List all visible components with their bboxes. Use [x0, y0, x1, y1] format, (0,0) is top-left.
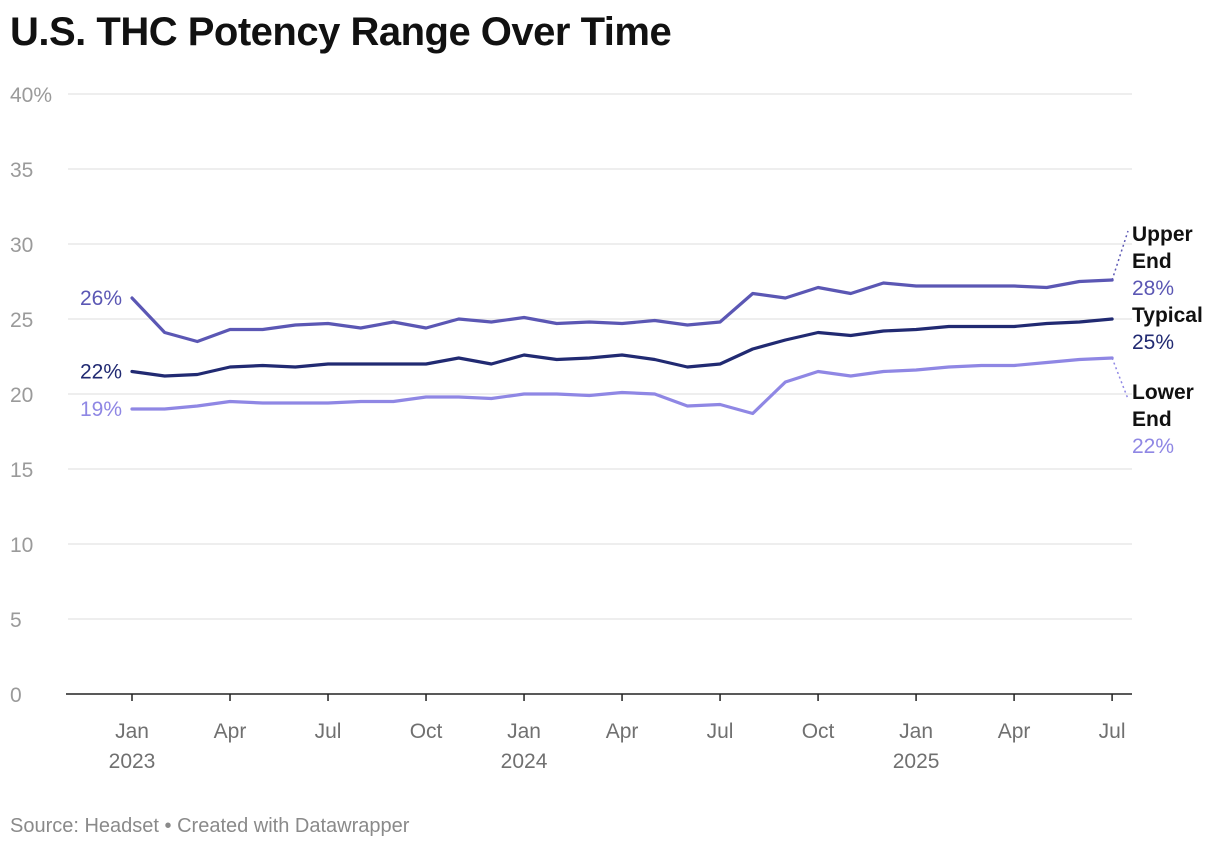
series-end-value-label: 28% — [1132, 277, 1174, 300]
x-axis: Jan 2023 Apr Jul Oct Jan 2024 Apr Jul Oct Jan 2025 A… — [66, 693, 1132, 773]
series-line-typical — [130, 317, 1114, 378]
x-tick-year-label: 2025 — [893, 750, 940, 773]
y-tick-label: 20 — [10, 384, 33, 407]
x-tick-label: Jul — [707, 720, 734, 743]
y-tick-label: 30 — [10, 234, 33, 257]
series-name-label: End — [1132, 250, 1172, 273]
y-tick-label: 5 — [10, 609, 22, 632]
y-tick-label: 40% — [10, 84, 52, 107]
y-tick-label: 10 — [10, 534, 33, 557]
series-labels: 26% 22% 19% Upper End 28% Typical 25% Lower End 22… — [80, 223, 1203, 458]
x-tick-label: Apr — [606, 720, 639, 743]
series-start-label: 22% — [80, 361, 122, 384]
x-tick-label: Oct — [410, 720, 443, 743]
series-end-value-label: 25% — [1132, 331, 1174, 354]
series-lines — [130, 278, 1114, 416]
y-tick-label: 25 — [10, 309, 33, 332]
series-name-label: Lower — [1132, 381, 1194, 404]
series-name-label: End — [1132, 408, 1172, 431]
series-start-label: 19% — [80, 398, 122, 421]
x-tick-label: Jul — [1099, 720, 1126, 743]
x-tick-year-label: 2023 — [109, 750, 156, 773]
x-tick-label: Apr — [998, 720, 1031, 743]
series-start-label: 26% — [80, 287, 122, 310]
series-label-connector — [1111, 230, 1129, 281]
series-label-connector — [1111, 357, 1129, 400]
x-tick-label: Jan — [899, 720, 933, 743]
series-end-label-group: Upper End 28% — [1111, 223, 1193, 300]
series-name-label: Upper — [1132, 223, 1193, 246]
x-tick-year-label: 2024 — [501, 750, 548, 773]
y-tick-label: 0 — [10, 684, 22, 707]
series-line-lower-end — [130, 356, 1114, 416]
chart-title: U.S. THC Potency Range Over Time — [10, 10, 672, 54]
y-axis: 0 5 10 15 20 25 30 35 40% — [10, 84, 52, 707]
x-tick-label: Oct — [802, 720, 835, 743]
series-end-label-group: Lower End 22% — [1111, 357, 1194, 458]
chart-footer: Source: Headset • Created with Datawrapp… — [10, 815, 410, 837]
series-end-label-group: Typical 25% — [1132, 304, 1203, 354]
series-name-label: Typical — [1132, 304, 1203, 327]
x-tick-label: Jan — [507, 720, 541, 743]
y-tick-label: 35 — [10, 159, 33, 182]
x-tick-label: Jan — [115, 720, 149, 743]
x-tick-label: Apr — [214, 720, 247, 743]
gridlines — [68, 93, 1132, 620]
series-line-upper-end — [130, 278, 1114, 344]
y-tick-label: 15 — [10, 459, 33, 482]
series-end-value-label: 22% — [1132, 435, 1174, 458]
x-tick-label: Jul — [315, 720, 342, 743]
